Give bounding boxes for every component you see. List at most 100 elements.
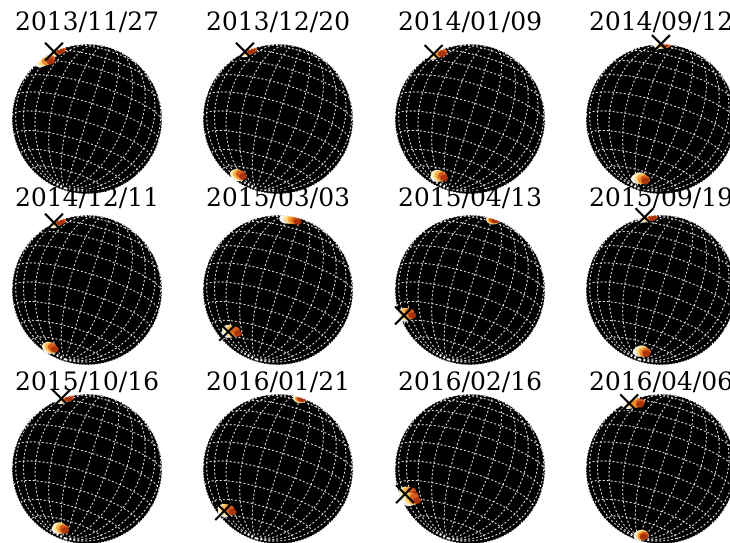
longitude-gridline	[406, 215, 466, 361]
feature-blob	[639, 533, 648, 540]
longitude-gridline	[255, 46, 301, 190]
heliographic-grid	[586, 215, 730, 363]
heliographic-grid	[395, 44, 545, 192]
longitude-gridline	[48, 215, 100, 361]
feature-blob	[438, 50, 446, 58]
longitude-gridline	[48, 44, 100, 190]
secondary-feature	[430, 169, 449, 182]
longitude-gridline	[447, 217, 493, 361]
disk-limb	[202, 393, 354, 543]
latitude-gridline	[419, 231, 544, 273]
longitude-gridline	[638, 396, 684, 540]
longitude-gridline	[251, 395, 297, 540]
heliographic-grid	[203, 394, 353, 542]
latitude-gridline	[31, 165, 105, 191]
latitude-gridline	[13, 480, 139, 524]
heliographic-grid	[12, 44, 162, 192]
latitude-gridline	[31, 336, 105, 362]
latitude-gridline	[227, 231, 352, 273]
longitude-gridline	[634, 216, 680, 361]
solar-disk-panel: 2014/12/11	[11, 183, 163, 366]
longitude-gridline	[443, 45, 489, 190]
cross-marker-icon	[619, 393, 640, 414]
panel-date-label: 2016/02/16	[398, 367, 542, 396]
latitude-gridline	[610, 60, 730, 102]
disk-limb	[202, 43, 354, 195]
heliographic-grid	[12, 394, 162, 542]
latitude-gridline	[396, 301, 522, 345]
longitude-gridline	[214, 215, 274, 361]
longitude-gridline	[448, 409, 539, 541]
latitude-gridline	[605, 515, 679, 541]
cross-marker-icon	[51, 388, 72, 409]
longitude-gridline	[65, 59, 156, 191]
disk-limb	[202, 214, 354, 366]
longitude-gridline	[622, 215, 674, 361]
longitude-gridline	[622, 44, 674, 190]
cross-marker-icon	[218, 321, 238, 342]
latitude-gridline	[396, 130, 522, 174]
secondary-feature	[486, 215, 501, 225]
longitude-gridline	[65, 409, 156, 541]
latitude-gridline	[214, 74, 353, 122]
disk-limb	[394, 43, 546, 195]
heliographic-grid	[395, 215, 545, 363]
longitude-gridline	[448, 50, 516, 190]
longitude-gridline	[64, 46, 110, 190]
longitude-gridline	[448, 48, 503, 190]
latitude-gridline	[214, 424, 353, 472]
latitude-gridline	[204, 301, 330, 345]
latitude-gridline	[204, 480, 330, 524]
longitude-gridline	[256, 409, 347, 541]
longitude-gridline	[639, 230, 730, 362]
longitude-gridline	[251, 45, 297, 190]
longitude-gridline	[448, 219, 503, 361]
longitude-gridline	[65, 50, 133, 190]
latitude-gridline	[13, 130, 139, 174]
latitude-gridline	[610, 231, 730, 273]
latitude-gridline	[222, 515, 296, 541]
latitude-gridline	[36, 231, 161, 273]
longitude-gridline	[448, 59, 539, 191]
longitude-gridline	[639, 48, 694, 190]
longitude-gridline	[638, 217, 684, 361]
longitude-gridline	[639, 219, 694, 361]
longitude-gridline	[239, 215, 291, 361]
cross-marker-icon	[394, 305, 414, 326]
longitude-gridline	[431, 394, 483, 540]
heliographic-grid	[395, 394, 545, 542]
cross-marker-icon	[214, 501, 234, 521]
longitude-gridline	[639, 59, 730, 191]
heliographic-grid	[586, 394, 730, 542]
solar-disk-panel: 2015/03/03	[202, 183, 354, 366]
feature-blob	[440, 174, 449, 182]
feature-blob	[298, 395, 307, 402]
latitude-gridline	[605, 336, 679, 362]
cross-marker-icon	[395, 484, 415, 504]
cross-marker-icon	[634, 207, 655, 228]
latitude-gridline	[414, 165, 488, 191]
secondary-feature	[279, 215, 302, 225]
feature-blob	[641, 177, 650, 185]
longitude-gridline	[638, 46, 684, 190]
disk-limb	[11, 43, 163, 195]
longitude-gridline	[251, 216, 297, 361]
latitude-gridline	[610, 410, 730, 452]
disk-limb	[394, 214, 546, 366]
latitude-gridline	[13, 301, 139, 345]
longitude-gridline	[65, 48, 120, 190]
longitude-gridline	[256, 50, 324, 190]
longitude-gridline	[256, 400, 324, 540]
latitude-gridline	[406, 424, 545, 472]
latitude-gridline	[31, 515, 105, 541]
cross-marker-icon	[423, 44, 444, 64]
feature-blob	[239, 173, 248, 180]
longitude-gridline	[431, 215, 483, 361]
longitude-gridline	[60, 395, 106, 540]
solar-disk-panel: 2015/10/16	[11, 367, 163, 543]
longitude-gridline	[448, 221, 516, 361]
longitude-gridline	[65, 400, 133, 540]
secondary-feature	[229, 169, 248, 182]
latitude-gridline	[605, 165, 679, 191]
